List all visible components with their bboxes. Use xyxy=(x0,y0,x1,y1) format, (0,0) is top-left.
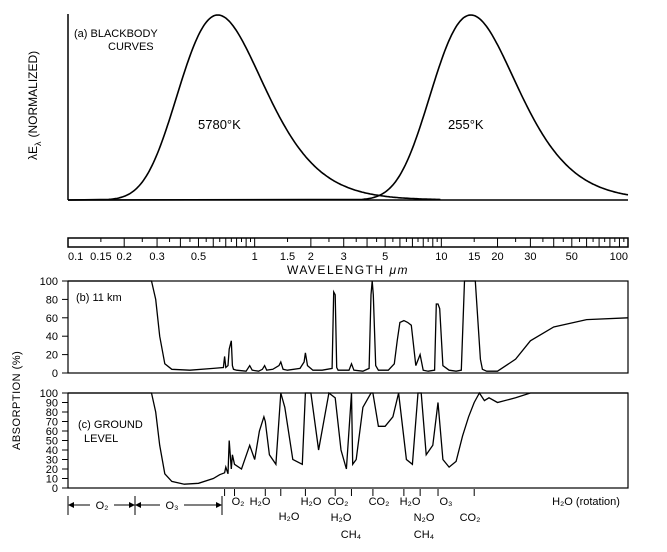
wavelength-tick-label: 0.2 xyxy=(117,251,132,263)
wavelength-tick-labels: 0.1 0.15 0.2 0.3 0.5 1 1.5 2 3 5 10 15 20 30 50 100 xyxy=(68,251,628,263)
absorption-ylabel: ABSORPTION (%) xyxy=(11,351,23,450)
panel-c-y-tick-label: 60 xyxy=(46,426,58,438)
absorber-label-h2o-1: H₂O xyxy=(250,496,271,508)
panel-c-y-tick-label: 90 xyxy=(46,398,58,410)
wavelength-tick-label: 1 xyxy=(252,251,258,263)
absorber-leader-lines xyxy=(224,489,475,496)
wavelength-tick-label: 0.5 xyxy=(191,251,206,263)
absorber-label-co2-2: CO₂ xyxy=(369,496,390,508)
wavelength-tick-label: 2 xyxy=(308,251,314,263)
panel-c-y-tick-label: 50 xyxy=(46,436,58,448)
panel-b-frame xyxy=(67,280,629,374)
wavelength-tick-label: 3 xyxy=(341,251,347,263)
panel-c-y-tick-label: 80 xyxy=(46,407,58,419)
absorber-label-o2: O₂ xyxy=(232,496,245,508)
panel-a-label: (a) BLACKBODY xyxy=(74,28,158,40)
wavelength-tick-label: 0.15 xyxy=(90,251,111,263)
panel-b-y-tick-label: 100 xyxy=(40,276,58,288)
band-arrowhead-2 xyxy=(129,502,135,508)
panel-a-label-2: CURVES xyxy=(108,41,154,53)
wavelength-axis-frame xyxy=(67,237,629,248)
panel-b-y-tick-label: 20 xyxy=(46,350,58,362)
absorber-label-h2o-2: H₂O xyxy=(279,511,300,523)
band-arrowhead-4 xyxy=(216,502,222,508)
panel-c-y-tick-label: 100 xyxy=(40,388,58,400)
panel-c-label-2: LEVEL xyxy=(84,433,118,445)
wavelength-tick-label: 5 xyxy=(382,251,388,263)
panel-c-y-tick-label: 10 xyxy=(46,474,58,486)
panel-b-y-tick-label: 60 xyxy=(46,313,58,325)
panel-b-absorption-line xyxy=(68,280,629,372)
panel-a-ylabel: λEλ (NORMALIZED) xyxy=(26,51,43,160)
wavelength-tick-label: 30 xyxy=(524,251,536,263)
wavelength-tick-label: 50 xyxy=(566,251,578,263)
band-label-o3: O₃ xyxy=(165,500,178,512)
panel-b-y-tick-label: 0 xyxy=(52,368,58,380)
wavelength-tick-label: 20 xyxy=(491,251,503,263)
wavelength-tick-label: 0.1 xyxy=(68,251,83,263)
absorber-label-n2o: N₂O xyxy=(414,512,435,524)
wavelength-axis-unit: μm xyxy=(388,263,409,277)
absorber-label-h2o-rotation: H₂O (rotation) xyxy=(552,496,620,508)
panel-b-y-tick-label: 80 xyxy=(46,294,58,306)
wavelength-tick-label: 1.5 xyxy=(280,251,295,263)
panel-b-label: (b) 11 km xyxy=(76,292,122,304)
panel-c-y-tick-label: 20 xyxy=(46,464,58,476)
wavelength-axis-title: WAVELENGTH μm xyxy=(287,263,409,277)
panel-a-ylabel-sub: λ xyxy=(33,141,43,146)
band-arrowhead-1 xyxy=(68,502,74,508)
series-line-5780K xyxy=(67,14,441,201)
absorber-label-ch4-1: CH₄ xyxy=(341,529,362,541)
panel-a: (a) BLACKBODY CURVES 5780°K 255°K λEλ (NO… xyxy=(26,14,629,201)
absorber-label-h2o-5: H₂O xyxy=(400,496,421,508)
panel-a-ylabel-rest: (NORMALIZED) xyxy=(26,51,40,138)
absorber-label-h2o-3: H₂O xyxy=(301,496,322,508)
wavelength-axis: 0.1 0.15 0.2 0.3 0.5 1 1.5 2 3 5 10 15 20 30 50 100 WAV… xyxy=(67,237,629,277)
wavelength-tick-label: 100 xyxy=(610,251,628,263)
panel-b: 0 20 40 60 80 100 (b) 11 km xyxy=(40,276,629,380)
absorber-label-co2-1: CO₂ xyxy=(328,496,349,508)
panel-b-y-ticks: 0 20 40 60 80 100 xyxy=(40,276,68,380)
absorber-label-ch4-2: CH₄ xyxy=(414,529,435,541)
panel-b-y-tick-label: 40 xyxy=(46,331,58,343)
panel-c-y-tick-label: 70 xyxy=(46,417,58,429)
series-label-255K: 255°K xyxy=(448,117,484,132)
panel-a-ylabel-main: λE xyxy=(26,146,40,160)
absorber-label-h2o-4: H₂O xyxy=(331,512,352,524)
wavelength-minor-ticks xyxy=(67,238,625,247)
wavelength-tick-label: 0.3 xyxy=(149,251,164,263)
panel-c-y-tick-label: 30 xyxy=(46,455,58,467)
absorber-label-o3: O₃ xyxy=(439,496,452,508)
absorber-annotations: O₂ O₃ O₂ H₂O H₂O H₂O CO₂ H₂O CH₄ CO₂ H₂O… xyxy=(67,489,620,541)
band-arrowhead-3 xyxy=(135,502,141,508)
wavelength-axis-title-text: WAVELENGTH xyxy=(287,263,385,277)
panel-c-label: (c) GROUND xyxy=(78,419,143,431)
series-label-5780K: 5780°K xyxy=(198,117,241,132)
panel-c-absorption-line xyxy=(68,391,628,485)
panel-c-y-tick-label: 40 xyxy=(46,445,58,457)
wavelength-tick-label: 10 xyxy=(435,251,447,263)
panel-c-y-tick-label: 0 xyxy=(52,483,58,495)
absorber-label-co2-3: CO₂ xyxy=(460,512,481,524)
wavelength-tick-label: 15 xyxy=(468,251,480,263)
band-label-o2: O₂ xyxy=(96,500,109,512)
series-line-255K xyxy=(67,14,629,201)
